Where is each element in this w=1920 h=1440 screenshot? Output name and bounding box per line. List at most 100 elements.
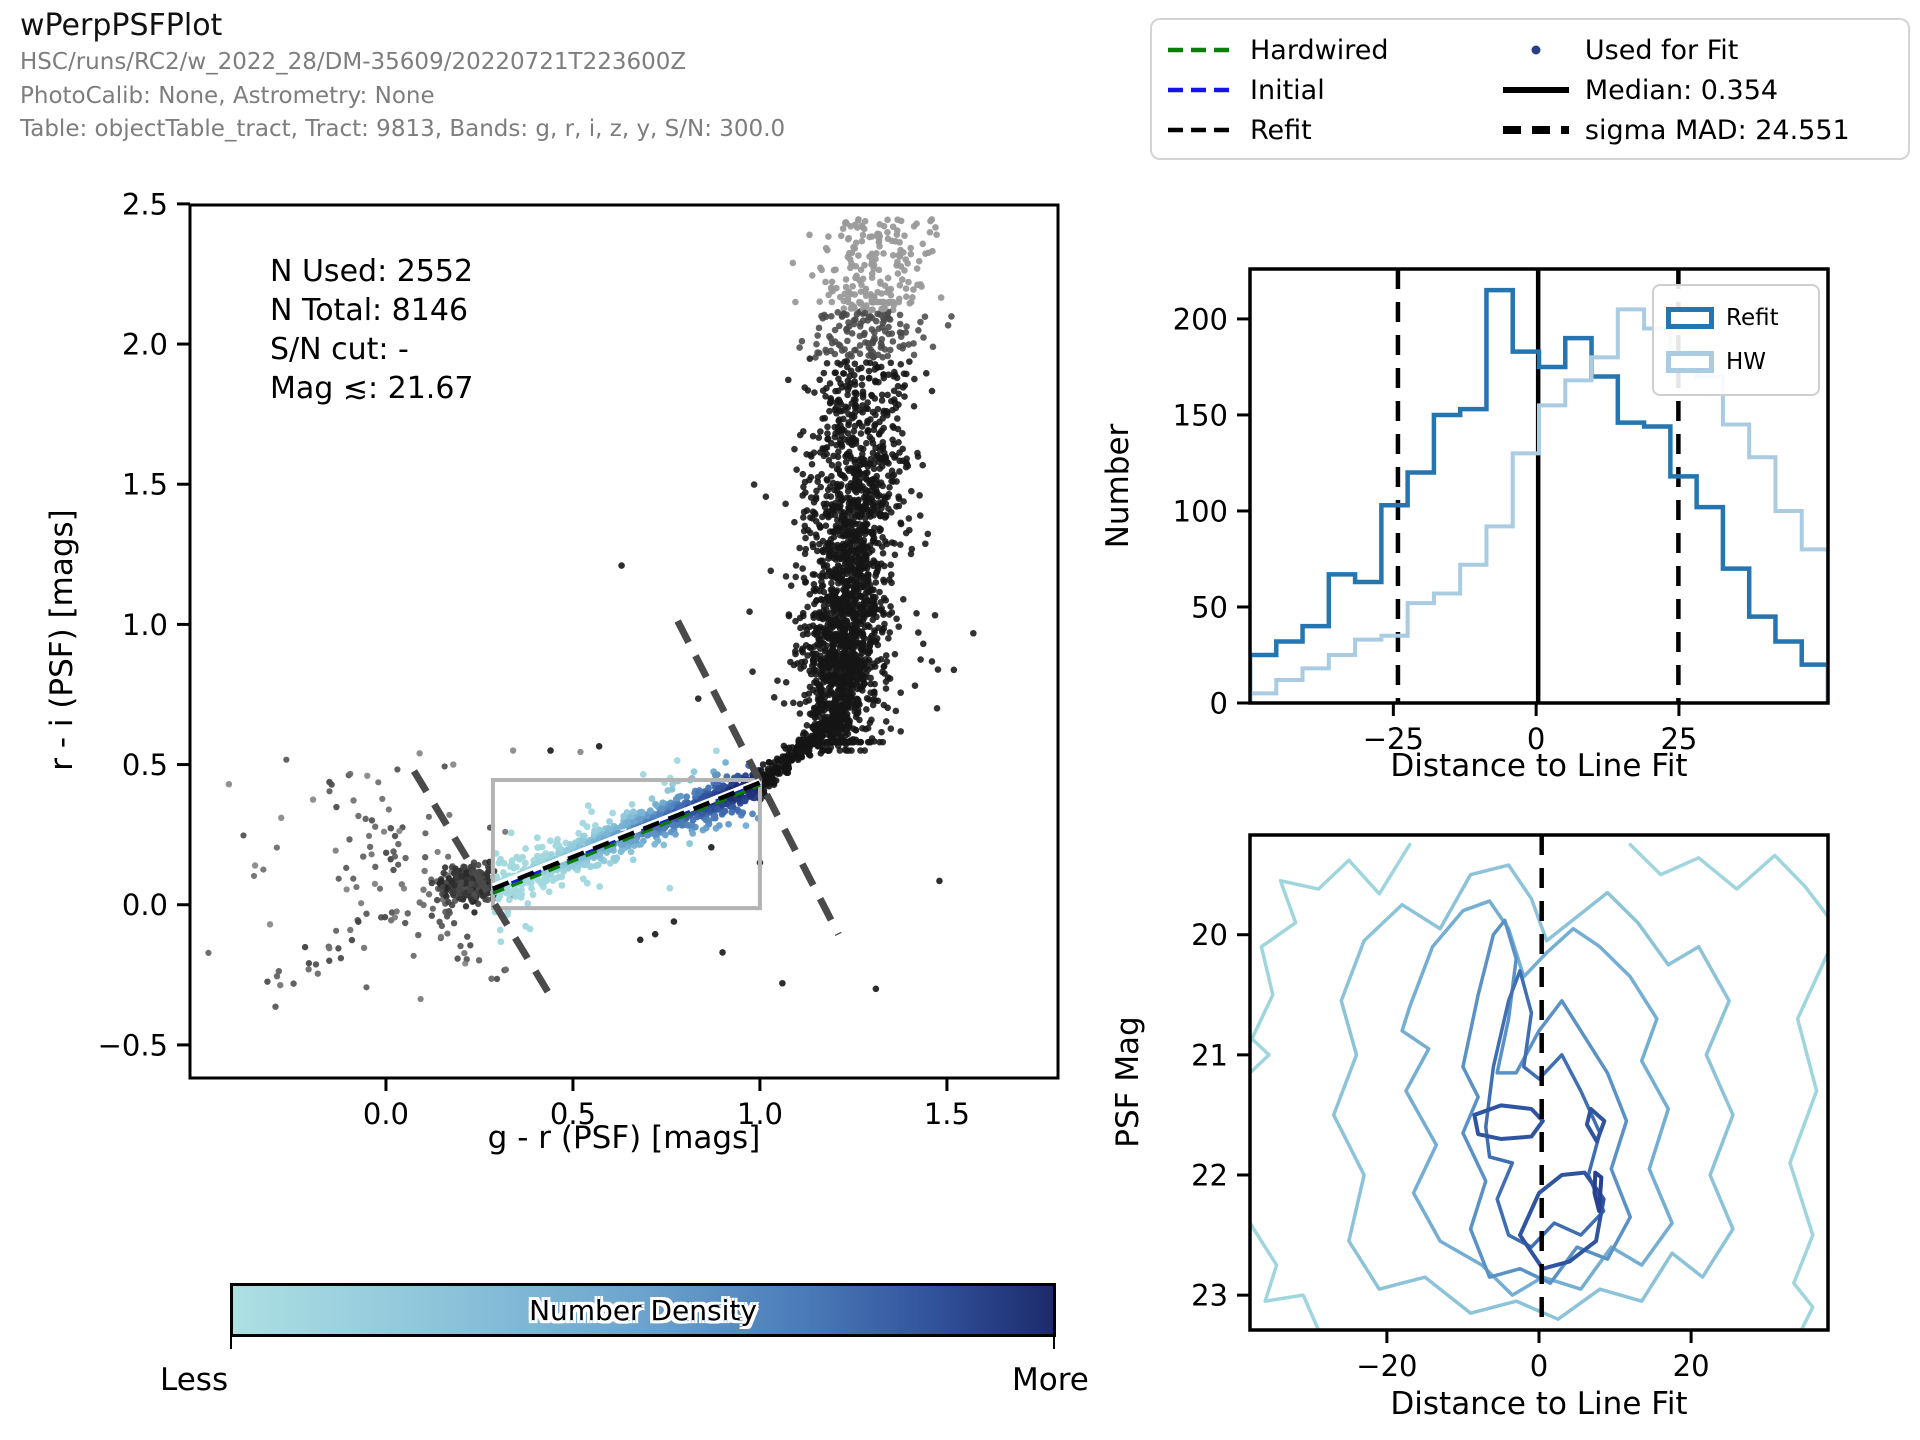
stat-n-used: N Used: 2552 (270, 254, 474, 289)
hist-step-refit (1250, 287, 1828, 703)
legend-label: Refit (1726, 305, 1779, 331)
fit-line-hardwired (492, 783, 761, 895)
colorbar-left-tick (230, 1337, 232, 1349)
y-tick-label: 50 (1191, 590, 1228, 624)
figure-header: wPerpPSFPlot HSC/runs/RC2/w_2022_28/DM-3… (20, 8, 785, 143)
x-tick-label: 25 (1660, 722, 1697, 756)
colorbar-right-tick (1053, 1337, 1055, 1349)
legend-item-initial: Initial (1166, 75, 1501, 106)
contour-level-0 (1250, 842, 1412, 1045)
x-tick-label: 0 (1527, 722, 1545, 756)
y-tick-label: 21 (1191, 1038, 1228, 1072)
legend-item-sigma-mad: sigma MAD: 24.551 (1501, 115, 1894, 146)
main-xaxis-label: g - r (PSF) [mags] (487, 1120, 761, 1156)
hist-axes-frame: −25 0 25 0 50 100 150 200 (1173, 267, 1830, 756)
legend-label: HW (1726, 349, 1767, 375)
scatter-points-layer (205, 216, 977, 1010)
contour-plot (1250, 835, 1828, 1330)
y-tick-label: −0.5 (98, 1028, 168, 1062)
contour-level-0 (1250, 1035, 1271, 1075)
median-solid-line-icon (1502, 87, 1569, 93)
legend-item-used-for-fit: Used for Fit (1501, 35, 1894, 66)
main-scatter-plot (205, 216, 977, 1010)
contour-level-5 (1472, 1103, 1545, 1141)
legend-item-hardwired: Hardwired (1166, 35, 1501, 66)
y-tick-label: 0.0 (122, 888, 168, 922)
contour-level-1 (1331, 863, 1735, 1321)
refit-dashed-line-icon (1168, 127, 1234, 133)
initial-dashed-line-icon (1168, 87, 1234, 93)
x-tick-label: 0 (1530, 1349, 1548, 1383)
fit-selection-box (490, 777, 762, 911)
refit-step-swatch-icon (1666, 307, 1714, 329)
y-tick-label: 0 (1210, 686, 1228, 720)
histogram-legend: Refit HW (1652, 284, 1820, 396)
y-tick-label: 2.0 (122, 327, 168, 361)
header-run-path: HSC/runs/RC2/w_2022_28/DM-35609/20220721… (20, 49, 687, 76)
x-tick-label: −20 (1356, 1349, 1417, 1383)
contour-level-4 (1484, 969, 1606, 1249)
colorbar-title: Number Density (529, 1293, 757, 1327)
contour-yaxis-label: PSF Mag (1110, 1016, 1146, 1148)
fit-line-refit (492, 780, 761, 891)
fit-stats-annotation: N Used: 2552 N Total: 8146 S/N cut: - Ma… (270, 252, 474, 408)
contour-level-6 (1592, 1170, 1604, 1214)
legend-label: sigma MAD: 24.551 (1584, 114, 1850, 146)
hist-step-hw (1250, 307, 1828, 703)
page-title: wPerpPSFPlot (20, 8, 223, 43)
legend-label: Median: 0.354 (1584, 74, 1779, 106)
hist-xaxis-label: Distance to Line Fit (1390, 748, 1688, 784)
x-tick-label: 0.5 (550, 1097, 596, 1131)
hw-step-swatch-icon (1666, 351, 1714, 373)
stat-n-total: N Total: 8146 (270, 293, 469, 328)
contour-level-2 (1400, 899, 1674, 1297)
legend-item-refit: Refit (1166, 115, 1501, 146)
legend-label: Hardwired (1250, 34, 1389, 66)
y-tick-label: 0.5 (122, 748, 168, 782)
y-tick-label: 1.5 (122, 468, 168, 502)
contour-level-5 (1584, 1106, 1607, 1144)
y-tick-label: 100 (1173, 494, 1228, 528)
colorbar-more-label: More (1012, 1362, 1089, 1398)
number-density-colorbar: Number Density (230, 1283, 1056, 1337)
contour-level-0 (1788, 950, 1828, 1330)
perpendicular-cut-line (411, 769, 556, 1002)
y-tick-label: 150 (1173, 398, 1228, 432)
contour-level-0 (1250, 1221, 1321, 1330)
hardwired-dashed-line-icon (1168, 47, 1234, 53)
perpendicular-cut-line (674, 619, 842, 937)
y-tick-label: 2.5 (122, 187, 168, 221)
contour-level-5 (1517, 1170, 1606, 1271)
contour-xaxis-label: Distance to Line Fit (1390, 1386, 1688, 1422)
legend-label: Used for Fit (1584, 34, 1739, 66)
y-tick-label: 1.0 (122, 608, 168, 642)
contour-axes-frame: −20 0 20 20 21 22 23 (1191, 833, 1830, 1383)
legend-label: Refit (1250, 114, 1312, 146)
y-tick-label: 20 (1191, 918, 1228, 952)
figure-legend: Hardwired Used for Fit Initial Median: 0… (1150, 18, 1910, 160)
legend-item-median: Median: 0.354 (1501, 75, 1894, 106)
x-tick-label: 1.5 (924, 1097, 970, 1131)
y-tick-label: 22 (1191, 1158, 1228, 1192)
x-tick-label: 20 (1673, 1349, 1710, 1383)
colorbar-less-label: Less (160, 1362, 229, 1398)
used-for-fit-dot-icon (1531, 45, 1541, 55)
x-tick-label: −25 (1363, 722, 1424, 756)
x-tick-label: 1.0 (737, 1097, 783, 1131)
contour-level-0 (1628, 842, 1828, 919)
y-tick-label: 200 (1173, 302, 1228, 336)
header-calib-info: PhotoCalib: None, Astrometry: None (20, 82, 435, 109)
stat-sn-cut: S/N cut: - (270, 332, 409, 367)
stat-mag-cut: Mag ≲: 21.67 (270, 371, 474, 406)
hist-yaxis-label: Number (1100, 423, 1136, 549)
x-tick-label: 0.0 (363, 1097, 409, 1131)
main-yaxis-label: r - i (PSF) [mags] (44, 509, 80, 771)
contour-level-3 (1461, 918, 1633, 1285)
main-axes-frame: 0.0 0.5 1.0 1.5 2.5 2.0 1.5 1.0 0.5 0.0 −0.5 (98, 187, 1060, 1131)
hist-legend-item-refit: Refit (1666, 305, 1806, 331)
header-table-info: Table: objectTable_tract, Tract: 9813, B… (20, 115, 786, 142)
sigma-mad-dashed-line-icon (1502, 126, 1569, 134)
hist-legend-item-hw: HW (1666, 349, 1806, 375)
